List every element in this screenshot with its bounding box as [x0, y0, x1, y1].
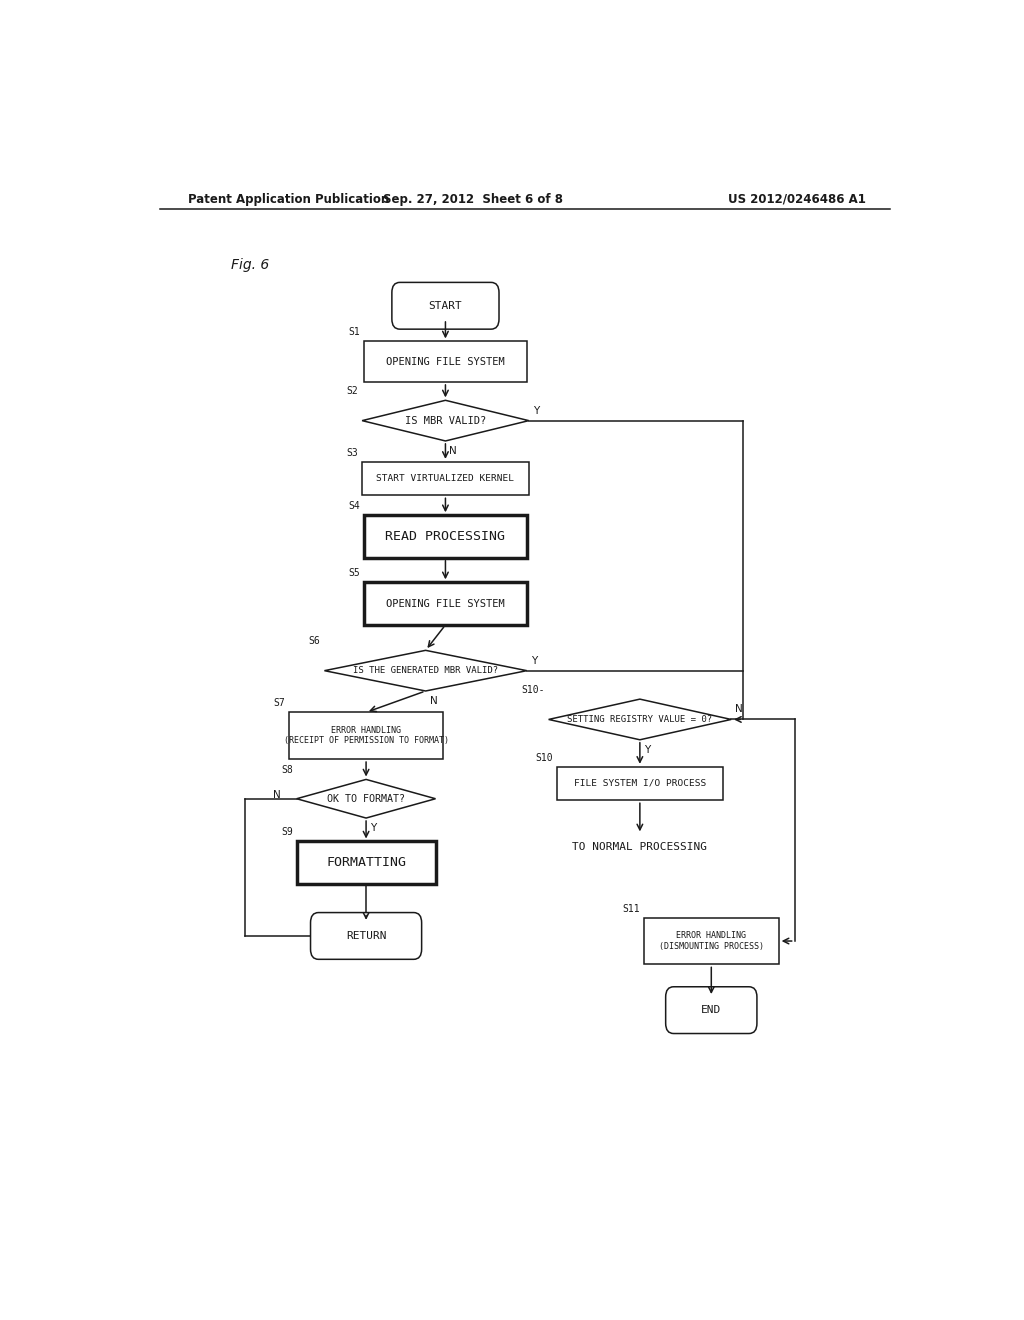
Text: N: N [450, 446, 457, 455]
Text: OK TO FORMAT?: OK TO FORMAT? [327, 793, 406, 804]
Bar [365, 515, 526, 558]
Text: READ PROCESSING: READ PROCESSING [385, 531, 506, 543]
Text: TO NORMAL PROCESSING: TO NORMAL PROCESSING [572, 842, 708, 851]
Text: N: N [735, 705, 742, 714]
Bar [289, 713, 443, 759]
Text: S10-: S10- [521, 685, 545, 696]
Text: S11: S11 [623, 904, 640, 913]
Text: N: N [273, 789, 281, 800]
Text: S3: S3 [346, 447, 358, 458]
Bar [365, 342, 526, 381]
Text: N: N [430, 696, 437, 706]
Text: Y: Y [532, 405, 539, 416]
Text: Y: Y [530, 656, 537, 665]
Text: SETTING REGISTRY VALUE = 0?: SETTING REGISTRY VALUE = 0? [567, 715, 713, 723]
Text: S5: S5 [348, 568, 360, 578]
Text: S10: S10 [535, 752, 553, 763]
Text: START VIRTUALIZED KERNEL: START VIRTUALIZED KERNEL [377, 474, 514, 483]
Polygon shape [362, 400, 528, 441]
Text: OPENING FILE SYSTEM: OPENING FILE SYSTEM [386, 598, 505, 609]
FancyBboxPatch shape [310, 912, 422, 960]
Text: Fig. 6: Fig. 6 [231, 259, 269, 272]
Text: S1: S1 [348, 327, 360, 338]
Text: Patent Application Publication: Patent Application Publication [187, 193, 389, 206]
Bar [297, 841, 435, 884]
FancyBboxPatch shape [666, 987, 757, 1034]
Bar [365, 582, 526, 624]
Text: S6: S6 [308, 636, 321, 647]
Text: FILE SYSTEM I/O PROCESS: FILE SYSTEM I/O PROCESS [573, 779, 706, 788]
Text: S4: S4 [348, 502, 360, 511]
FancyBboxPatch shape [392, 282, 499, 329]
Text: ERROR HANDLING
(DISMOUNTING PROCESS): ERROR HANDLING (DISMOUNTING PROCESS) [658, 932, 764, 950]
Text: Y: Y [370, 824, 376, 833]
Text: US 2012/0246486 A1: US 2012/0246486 A1 [728, 193, 866, 206]
Bar [557, 767, 723, 800]
Text: S8: S8 [281, 766, 293, 775]
Text: END: END [701, 1005, 722, 1015]
Text: IS THE GENERATED MBR VALID?: IS THE GENERATED MBR VALID? [353, 667, 498, 675]
Text: S7: S7 [273, 698, 285, 709]
Text: Sep. 27, 2012  Sheet 6 of 8: Sep. 27, 2012 Sheet 6 of 8 [383, 193, 563, 206]
Polygon shape [297, 779, 435, 818]
Polygon shape [549, 700, 731, 739]
Text: S9: S9 [281, 828, 293, 837]
Bar [362, 462, 528, 495]
Text: ERROR HANDLING
(RECEIPT OF PERMISSION TO FORMAT): ERROR HANDLING (RECEIPT OF PERMISSION TO… [284, 726, 449, 746]
Text: FORMATTING: FORMATTING [326, 857, 407, 870]
Text: IS MBR VALID?: IS MBR VALID? [404, 416, 486, 425]
Text: OPENING FILE SYSTEM: OPENING FILE SYSTEM [386, 356, 505, 367]
Text: START: START [429, 301, 462, 310]
Text: S2: S2 [346, 387, 358, 396]
Text: RETURN: RETURN [346, 931, 386, 941]
Polygon shape [325, 651, 526, 690]
Bar [644, 917, 779, 965]
Text: Y: Y [644, 744, 650, 755]
